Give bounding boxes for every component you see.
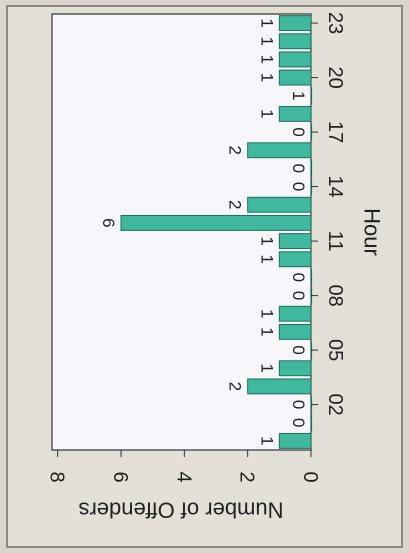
bar-hour-04 bbox=[278, 360, 312, 377]
bars-group bbox=[120, 15, 313, 449]
y-axis-ticks: 0 2 4 6 8 bbox=[46, 450, 321, 483]
bar-hour-06 bbox=[278, 323, 312, 340]
bar-hour-11 bbox=[278, 233, 312, 250]
y-axis-title: Number of Offenders bbox=[78, 497, 283, 522]
bar-hour-20 bbox=[278, 69, 312, 86]
bar-hour-00 bbox=[278, 432, 312, 449]
bar-hour-23 bbox=[278, 15, 312, 32]
x-tick-label-02: 02 bbox=[324, 393, 346, 415]
y-tick-label-0: 0 bbox=[299, 471, 321, 482]
bar-hour-15 bbox=[310, 160, 313, 177]
y-tick-label-4: 4 bbox=[172, 471, 194, 482]
data-label-hour-07: 1 bbox=[257, 309, 276, 318]
data-label-hour-22: 1 bbox=[257, 37, 276, 46]
data-label-hour-08: 0 bbox=[289, 291, 308, 300]
y-tick-label-2: 2 bbox=[236, 471, 258, 482]
data-label-hour-20: 1 bbox=[257, 73, 276, 82]
data-label-hour-10: 1 bbox=[257, 255, 276, 264]
bar-hour-09 bbox=[310, 269, 313, 286]
bar-hour-13 bbox=[247, 196, 312, 213]
data-label-hour-21: 1 bbox=[257, 55, 276, 64]
x-tick-label-23: 23 bbox=[324, 12, 346, 34]
bar-hour-10 bbox=[278, 251, 312, 268]
data-label-hour-15: 0 bbox=[289, 164, 308, 173]
x-axis-ticks: 02 05 08 11 14 17 20 23 bbox=[311, 12, 346, 416]
data-label-hour-11: 1 bbox=[257, 236, 276, 245]
x-tick-label-11: 11 bbox=[324, 231, 346, 252]
bar-hour-18 bbox=[278, 105, 312, 122]
y-tick-label-8: 8 bbox=[46, 471, 68, 482]
data-label-hour-05: 0 bbox=[289, 345, 308, 354]
data-label-hour-09: 0 bbox=[289, 273, 308, 282]
x-axis-title: Hour bbox=[359, 208, 384, 256]
bar-hour-19 bbox=[310, 87, 313, 104]
bar-hour-07 bbox=[278, 305, 312, 322]
y-tick-label-6: 6 bbox=[109, 471, 131, 482]
bar-hour-21 bbox=[278, 51, 312, 68]
data-label-hour-17: 0 bbox=[289, 127, 308, 136]
x-tick-label-05: 05 bbox=[324, 339, 346, 361]
bar-hour-03 bbox=[247, 378, 312, 395]
bar-hour-16 bbox=[247, 142, 312, 159]
data-labels-group: 1 0 0 2 1 0 1 1 0 0 1 1 6 2 0 0 2 0 1 1 1 1 1 1 bbox=[99, 18, 308, 445]
bar-hour-22 bbox=[278, 33, 312, 50]
x-tick-label-08: 08 bbox=[324, 284, 346, 306]
bar-hour-01 bbox=[310, 414, 313, 431]
plot-area bbox=[51, 13, 312, 451]
data-label-hour-16: 2 bbox=[226, 146, 245, 155]
data-label-hour-23: 1 bbox=[257, 18, 276, 27]
data-label-hour-19: 1 bbox=[289, 91, 308, 100]
bar-hour-12 bbox=[120, 214, 312, 231]
data-label-hour-02: 0 bbox=[289, 400, 308, 409]
data-label-hour-12: 6 bbox=[99, 218, 118, 227]
data-label-hour-18: 1 bbox=[257, 109, 276, 118]
x-tick-label-17: 17 bbox=[324, 121, 346, 143]
data-label-hour-14: 0 bbox=[289, 182, 308, 191]
data-label-hour-06: 1 bbox=[257, 327, 276, 336]
x-tick-label-14: 14 bbox=[324, 175, 346, 197]
data-label-hour-00: 1 bbox=[257, 436, 276, 445]
data-label-hour-01: 0 bbox=[289, 418, 308, 427]
data-label-hour-03: 2 bbox=[226, 382, 245, 391]
x-tick-label-20: 20 bbox=[324, 66, 346, 88]
data-label-hour-13: 2 bbox=[226, 200, 245, 209]
data-label-hour-04: 1 bbox=[257, 364, 276, 373]
